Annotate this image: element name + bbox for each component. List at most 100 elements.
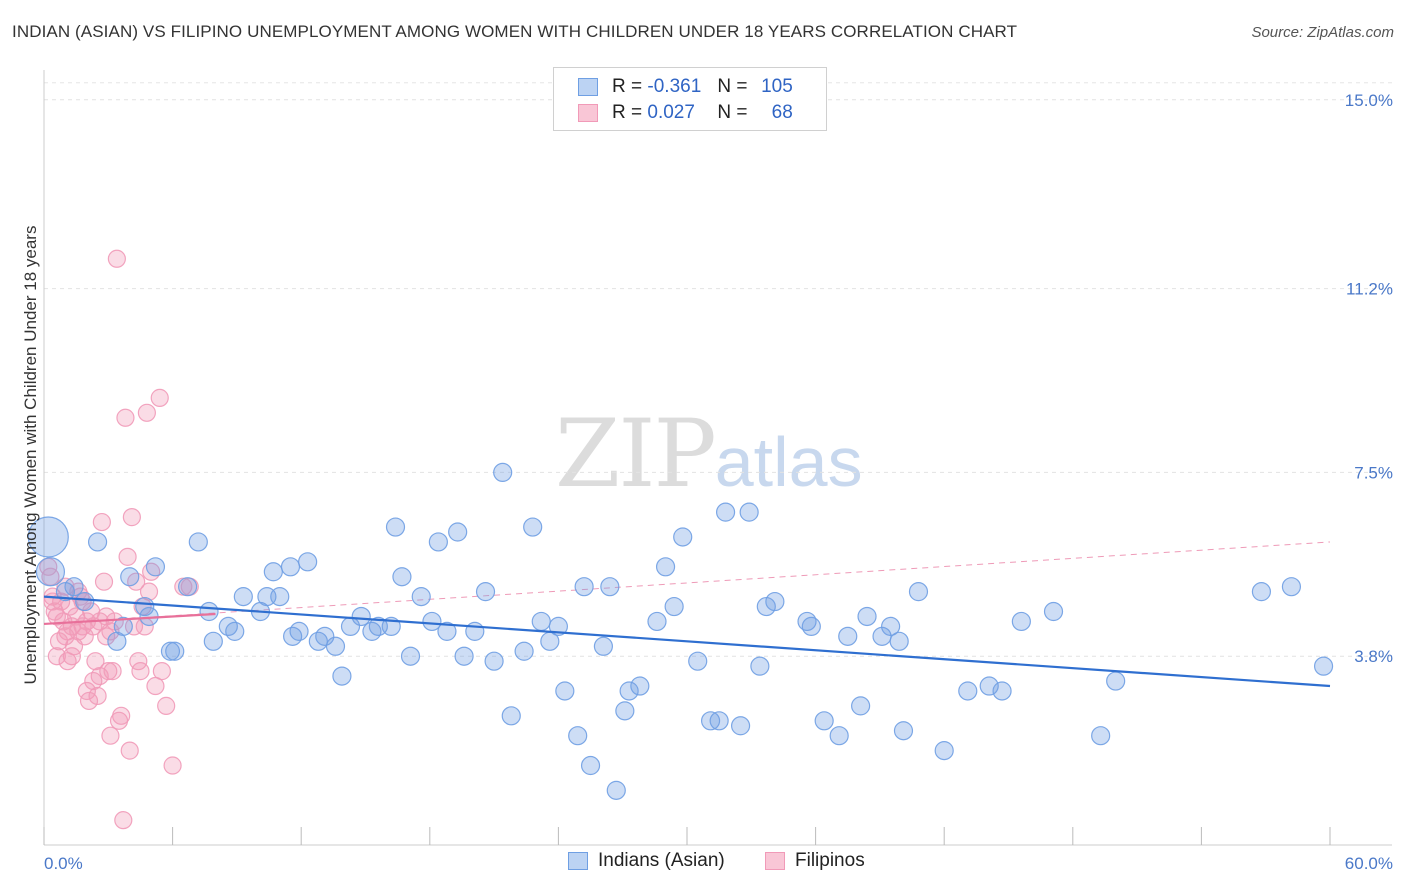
- indians-point: [992, 681, 1012, 701]
- filipinos-point: [163, 756, 182, 775]
- indians-point: [1251, 582, 1272, 602]
- filipinos-point: [58, 622, 77, 641]
- indians-point: [580, 755, 601, 776]
- indians-point: [298, 552, 318, 572]
- y-tick-label: 15.0%: [1345, 91, 1393, 110]
- indians-point: [332, 666, 352, 686]
- indians-point: [814, 711, 834, 731]
- indians-point: [27, 516, 69, 558]
- indians-point: [289, 621, 309, 641]
- indians-point: [188, 532, 208, 552]
- indians-point: [145, 557, 166, 577]
- indians-point: [263, 562, 283, 582]
- indians-point: [448, 522, 468, 542]
- indians-point: [664, 596, 684, 617]
- indians-point: [958, 681, 978, 701]
- indians-point: [203, 631, 223, 651]
- filipinos-point: [150, 388, 169, 407]
- legend-swatch-filipinos: [578, 104, 598, 122]
- indians-point: [484, 651, 504, 671]
- indians-point: [422, 611, 442, 632]
- indians-point: [615, 701, 635, 721]
- legend-n-value: 105: [761, 76, 793, 97]
- indians-point: [600, 577, 620, 597]
- indians-point: [75, 591, 95, 612]
- axes: [43, 70, 1392, 846]
- indians-point: [851, 696, 871, 716]
- legend-r-value: -0.361: [647, 76, 702, 97]
- y-tick-label: 11.2%: [1346, 280, 1393, 299]
- indians-point: [218, 616, 238, 637]
- indians-point: [893, 721, 914, 741]
- filipinos-point: [62, 647, 81, 666]
- indians-point: [568, 726, 588, 746]
- indians-point: [765, 591, 785, 612]
- indians-point: [1281, 577, 1302, 597]
- indians-point: [225, 621, 245, 641]
- indians-point: [715, 502, 736, 522]
- legend-row-indians: R = -0.361 N = 105: [578, 75, 793, 99]
- legend-r-label: R =: [612, 102, 643, 123]
- indians-point: [411, 587, 431, 607]
- indians-point: [1313, 656, 1334, 676]
- indians-point: [233, 587, 253, 607]
- indians-point: [606, 780, 626, 800]
- indians-point: [630, 676, 650, 696]
- indians-point: [1106, 671, 1126, 691]
- indians-point: [454, 646, 474, 666]
- filipinos-point: [88, 686, 107, 706]
- filipinos-point: [114, 811, 133, 830]
- indians-point: [428, 532, 448, 552]
- filipinos-point: [107, 249, 126, 268]
- indians-point: [392, 567, 412, 587]
- indians-point: [673, 527, 693, 547]
- indians-point: [709, 711, 729, 731]
- indians-point: [135, 596, 155, 617]
- indians-point: [750, 656, 770, 676]
- x-tick-label: 60.0%: [1345, 854, 1393, 873]
- indians-point: [270, 587, 290, 607]
- filipinos-point: [112, 706, 131, 725]
- indians-point: [351, 606, 371, 627]
- filipinos-point: [120, 741, 139, 760]
- legend-n-value: 68: [771, 102, 793, 123]
- filipinos-trend-line: [43, 612, 216, 626]
- indians-point: [113, 616, 133, 637]
- indians-point: [1011, 611, 1031, 632]
- indians-point: [555, 681, 575, 701]
- legend-row-filipinos: R = 0.027 N = 68: [578, 101, 793, 125]
- filipinos-point: [152, 662, 171, 681]
- legend-item-indians: Indians (Asian): [568, 850, 725, 872]
- indians-point: [881, 616, 901, 637]
- chart-title: INDIAN (ASIAN) VS FILIPINO UNEMPLOYMENT …: [12, 22, 1018, 41]
- indians-point: [1091, 726, 1111, 746]
- indians-point: [838, 626, 858, 646]
- indians-point: [548, 616, 569, 637]
- legend-label-filipinos: Filipinos: [795, 850, 865, 871]
- filipinos-point: [137, 403, 156, 422]
- indians-point: [283, 626, 303, 646]
- legend-swatch-indians: [568, 852, 588, 870]
- indians-point: [160, 641, 181, 661]
- y-tick-label: 7.5%: [1354, 463, 1393, 482]
- filipinos-point: [79, 691, 99, 711]
- filipinos-point: [122, 508, 141, 527]
- legend-n-label: N =: [717, 76, 748, 97]
- indians-point: [178, 577, 198, 597]
- series-legend: Indians (Asian) Filipinos: [0, 850, 1406, 878]
- filipinos-point: [92, 512, 111, 532]
- indians-point: [165, 641, 185, 661]
- indians-point: [514, 641, 534, 661]
- indians-point: [739, 502, 759, 522]
- indians-point: [280, 557, 301, 577]
- indians-point: [325, 636, 346, 656]
- indians-point: [829, 726, 849, 746]
- legend-swatch-indians: [578, 78, 598, 96]
- indians-point: [64, 577, 84, 597]
- y-axis-label: Unemployment Among Women with Children U…: [21, 226, 40, 685]
- indians-point: [493, 462, 513, 483]
- legend-swatch-filipinos: [765, 852, 785, 870]
- indians-point: [120, 567, 140, 587]
- indians-point: [801, 616, 821, 637]
- filipinos-points: [39, 249, 199, 830]
